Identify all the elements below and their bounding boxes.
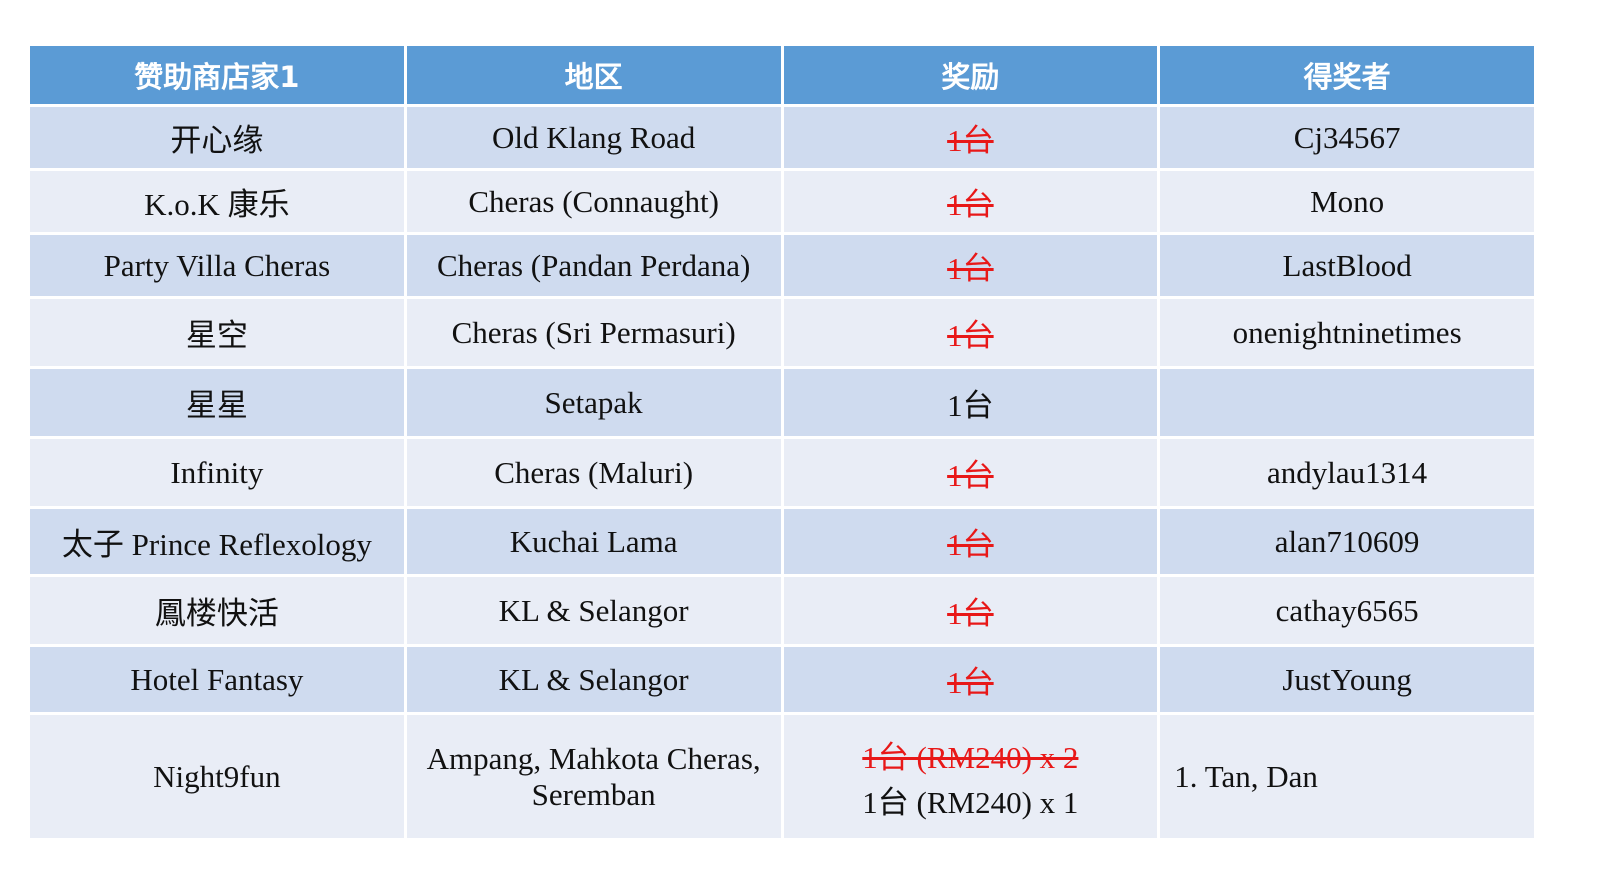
table-row: 星星 Setapak 1台	[27, 366, 1537, 439]
shop-cell: 星星	[27, 366, 407, 439]
winner-cell: Cj34567	[1157, 104, 1537, 171]
table-row: Night9fun Ampang, Mahkota Cheras, Seremb…	[27, 712, 1537, 841]
sponsor-table: 赞助商店家1 地区 奖励 得奖者 开心缘 Old Klang Road 1台 Cj34…	[27, 43, 1537, 841]
reward-current: 1台 (RM240) x 1	[862, 784, 1079, 820]
area-line: Ampang, Mahkota Cheras,	[426, 740, 761, 776]
header-reward: 奖励	[780, 43, 1161, 107]
winner-cell: LastBlood	[1157, 232, 1537, 299]
area-cell: Cheras (Connaught)	[403, 168, 784, 235]
shop-cell: Night9fun	[27, 712, 407, 841]
shop-cell: Hotel Fantasy	[27, 644, 407, 715]
winner-cell: onenightninetimes	[1157, 296, 1537, 369]
winner-cell	[1157, 366, 1537, 439]
area-line: Seremban	[531, 776, 656, 812]
shop-cell: Infinity	[27, 436, 407, 509]
winner-cell: alan710609	[1157, 506, 1537, 577]
shop-cell: Party Villa Cheras	[27, 232, 407, 299]
shop-cell: 开心缘	[27, 104, 407, 171]
table-row: Infinity Cheras (Maluri) 1台 andylau1314	[27, 436, 1537, 509]
table-row: K.o.K 康乐 Cheras (Connaught) 1台 Mono	[27, 168, 1537, 235]
winner-cell: JustYoung	[1157, 644, 1537, 715]
area-cell: Setapak	[403, 366, 784, 439]
reward-cell: 1台	[780, 168, 1161, 235]
reward-cell: 1台 (RM240) x 2 1台 (RM240) x 1	[780, 712, 1161, 841]
shop-cell: 鳳楼快活	[27, 574, 407, 647]
reward-cell: 1台	[780, 506, 1161, 577]
reward-cell: 1台	[780, 644, 1161, 715]
table-row: 鳳楼快活 KL & Selangor 1台 cathay6565	[27, 574, 1537, 647]
reward-cell: 1台	[780, 436, 1161, 509]
reward-cell: 1台	[780, 296, 1161, 369]
shop-cell: K.o.K 康乐	[27, 168, 407, 235]
area-cell: Ampang, Mahkota Cheras, Seremban	[403, 712, 784, 841]
winner-cell: Mono	[1157, 168, 1537, 235]
table-row: 太子 Prince Reflexology Kuchai Lama 1台 alan71…	[27, 506, 1537, 577]
winner-cell: cathay6565	[1157, 574, 1537, 647]
table-row: 星空 Cheras (Sri Permasuri) 1台 onenightnineti…	[27, 296, 1537, 369]
area-cell: Cheras (Sri Permasuri)	[403, 296, 784, 369]
area-cell: KL & Selangor	[403, 574, 784, 647]
area-cell: Cheras (Pandan Perdana)	[403, 232, 784, 299]
area-cell: Cheras (Maluri)	[403, 436, 784, 509]
reward-cell: 1台	[780, 366, 1161, 439]
table-row: Hotel Fantasy KL & Selangor 1台 JustYoung	[27, 644, 1537, 715]
reward-struck: 1台 (RM240) x 2	[862, 739, 1079, 775]
table-row: 开心缘 Old Klang Road 1台 Cj34567	[27, 104, 1537, 171]
shop-cell: 星空	[27, 296, 407, 369]
area-cell: Kuchai Lama	[403, 506, 784, 577]
table-row: Party Villa Cheras Cheras (Pandan Perdana…	[27, 232, 1537, 299]
winner-cell: 1. Tan, Dan	[1157, 712, 1537, 841]
reward-cell: 1台	[780, 104, 1161, 171]
header-shop: 赞助商店家1	[27, 43, 407, 107]
area-cell: Old Klang Road	[403, 104, 784, 171]
header-winner: 得奖者	[1157, 43, 1537, 107]
winner-cell: andylau1314	[1157, 436, 1537, 509]
shop-cell: 太子 Prince Reflexology	[27, 506, 407, 577]
reward-cell: 1台	[780, 232, 1161, 299]
area-cell: KL & Selangor	[403, 644, 784, 715]
header-area: 地区	[403, 43, 784, 107]
reward-cell: 1台	[780, 574, 1161, 647]
header-row: 赞助商店家1 地区 奖励 得奖者	[27, 43, 1537, 107]
